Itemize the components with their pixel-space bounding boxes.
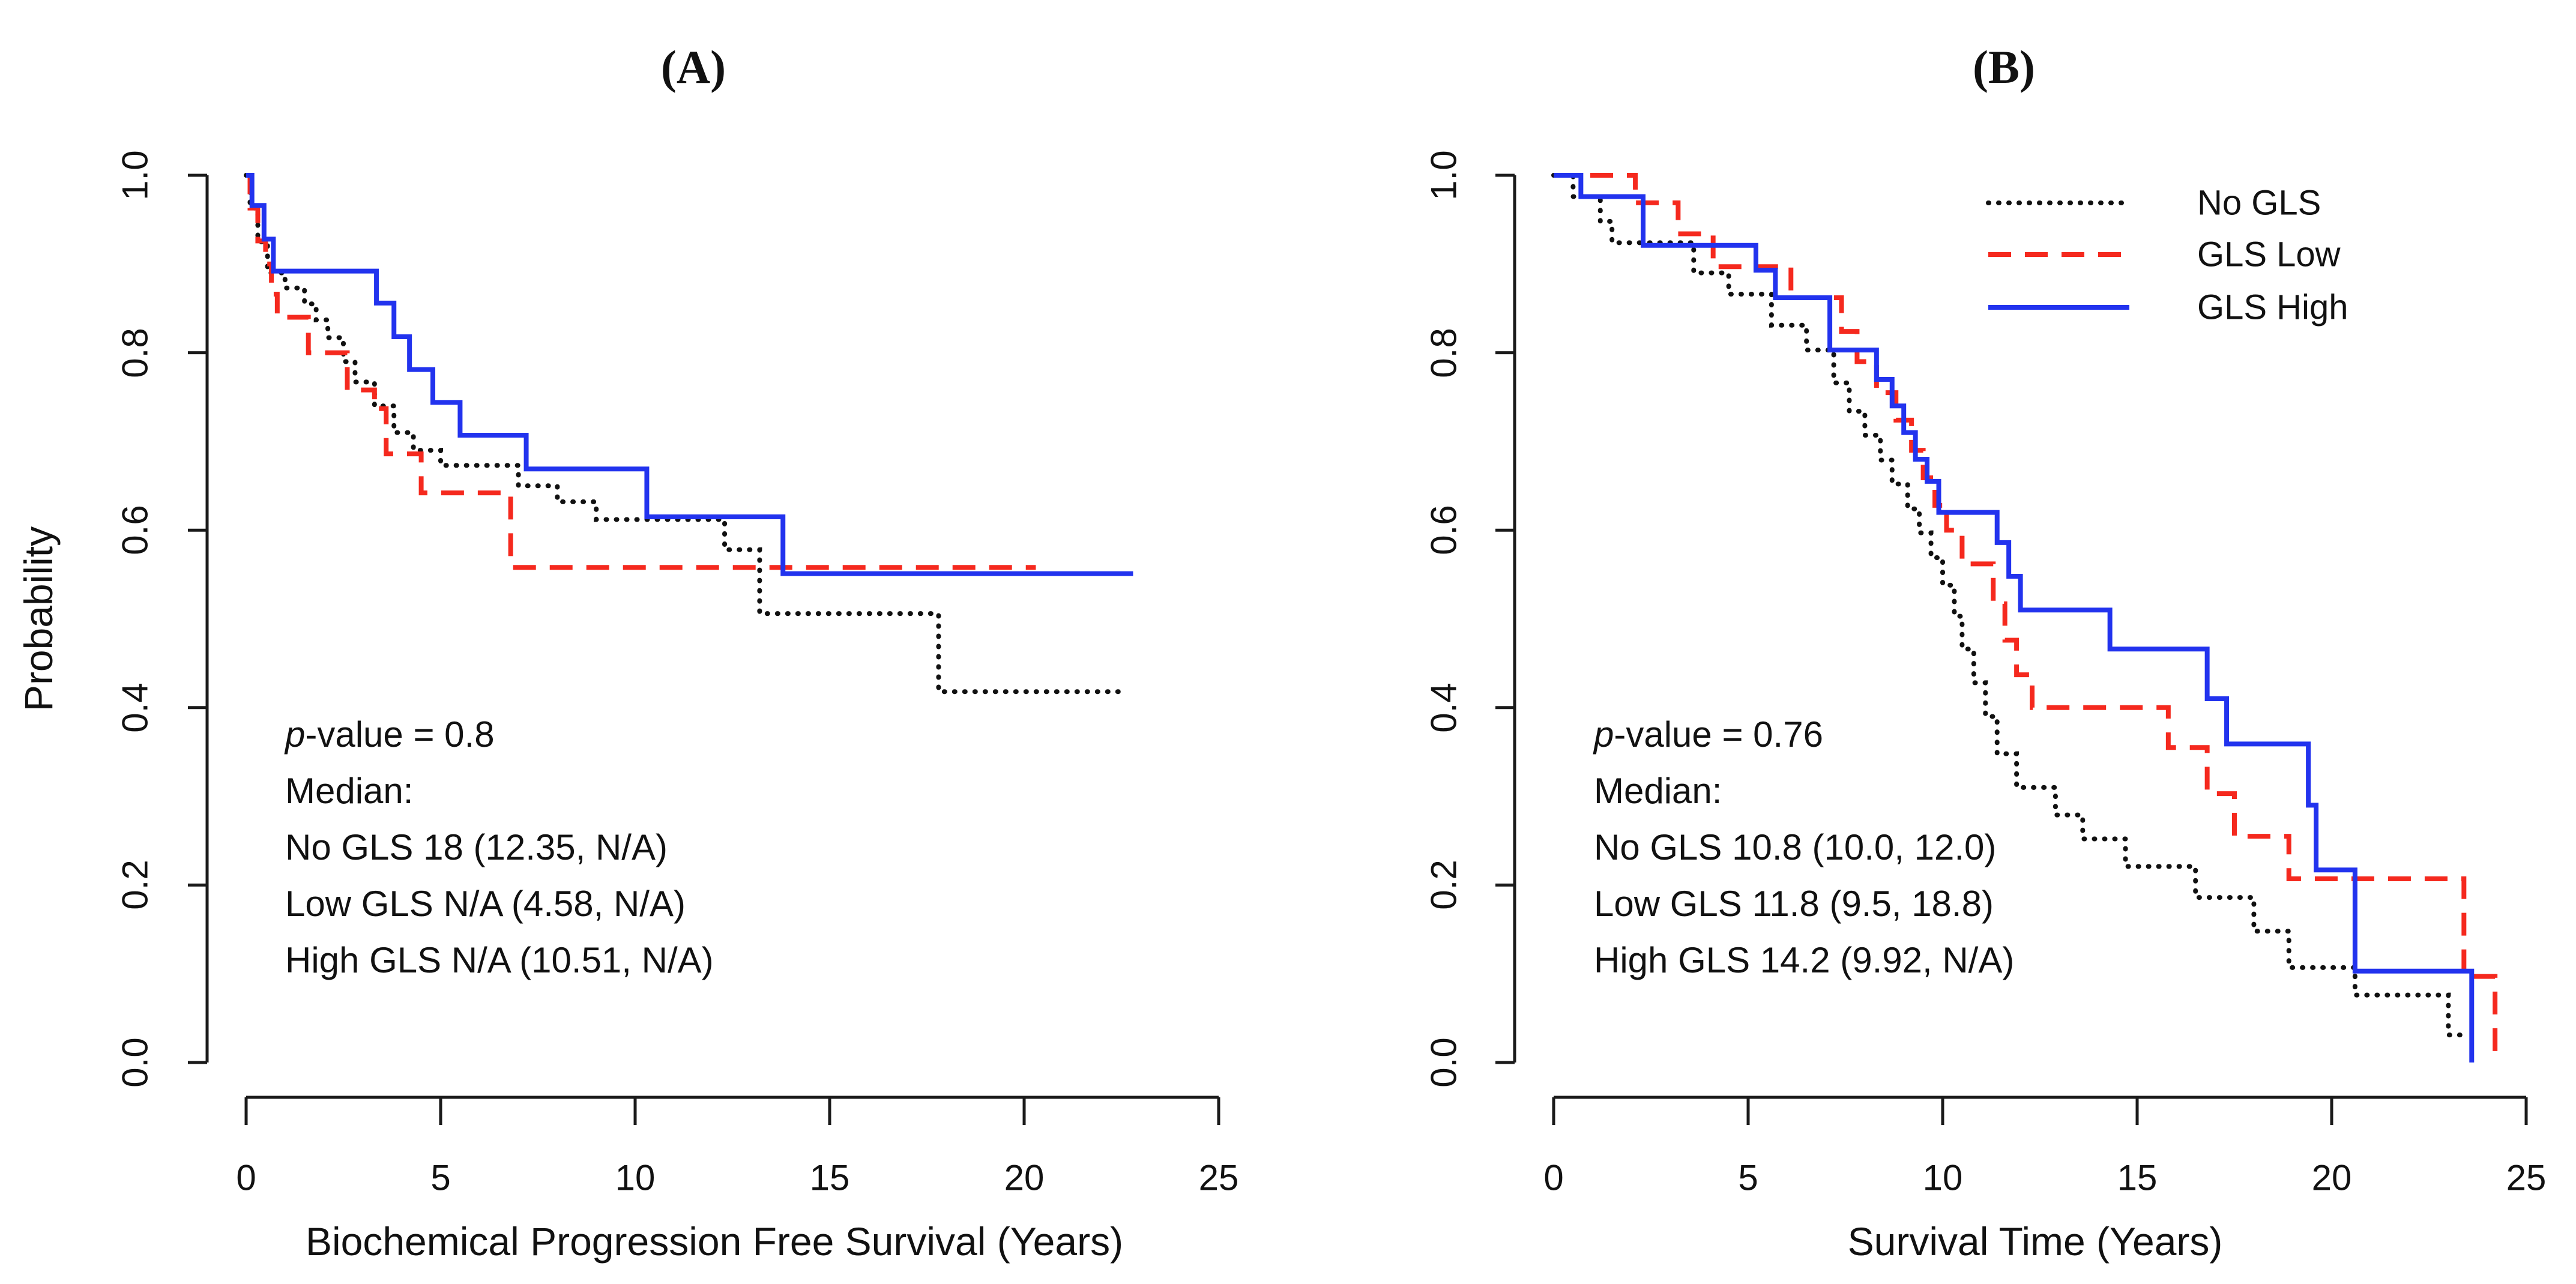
panel-b-pvalue: p-value = 0.76: [1594, 707, 2014, 763]
panel-a-pvalue-p: p: [285, 714, 306, 755]
panel-a-median-high-gls: High GLS N/A (10.51, N/A): [285, 940, 714, 980]
km-curve-A-no-gls: [244, 173, 1124, 695]
panel-b-annotation: p-value = 0.76 Median: No GLS 10.8 (10.0…: [1594, 707, 2014, 989]
panel-a-pvalue: p-value = 0.8: [285, 707, 714, 763]
km-curve-B-no-gls: [1551, 173, 2470, 1038]
panel-b-pvalue-rest: -value = 0.76: [1614, 714, 1823, 755]
panel-a-median-low-gls: Low GLS N/A (4.58, N/A): [285, 884, 686, 924]
panel-a-annotation: p-value = 0.8 Median: No GLS 18 (12.35, …: [285, 707, 714, 989]
panel-a-pvalue-rest: -value = 0.8: [305, 714, 495, 755]
panel-b-median-label: Median:: [1594, 771, 1722, 811]
km-curve-A-gls-high: [246, 173, 1133, 576]
panel-b-median-low-gls: Low GLS 11.8 (9.5, 18.8): [1594, 884, 1994, 924]
km-curve-A-gls-low: [246, 173, 1036, 570]
panel-b-median-no-gls: No GLS 10.8 (10.0, 12.0): [1594, 827, 1997, 867]
km-curve-B-gls-low: [1554, 173, 2498, 1062]
km-curve-B-gls-high: [1554, 173, 2475, 1062]
panel-b-pvalue-p: p: [1594, 714, 1614, 755]
panel-b-median-high-gls: High GLS 14.2 (9.92, N/A): [1594, 940, 2015, 980]
panel-a-median-label: Median:: [285, 771, 414, 811]
panel-a-median-no-gls: No GLS 18 (12.35, N/A): [285, 827, 668, 867]
